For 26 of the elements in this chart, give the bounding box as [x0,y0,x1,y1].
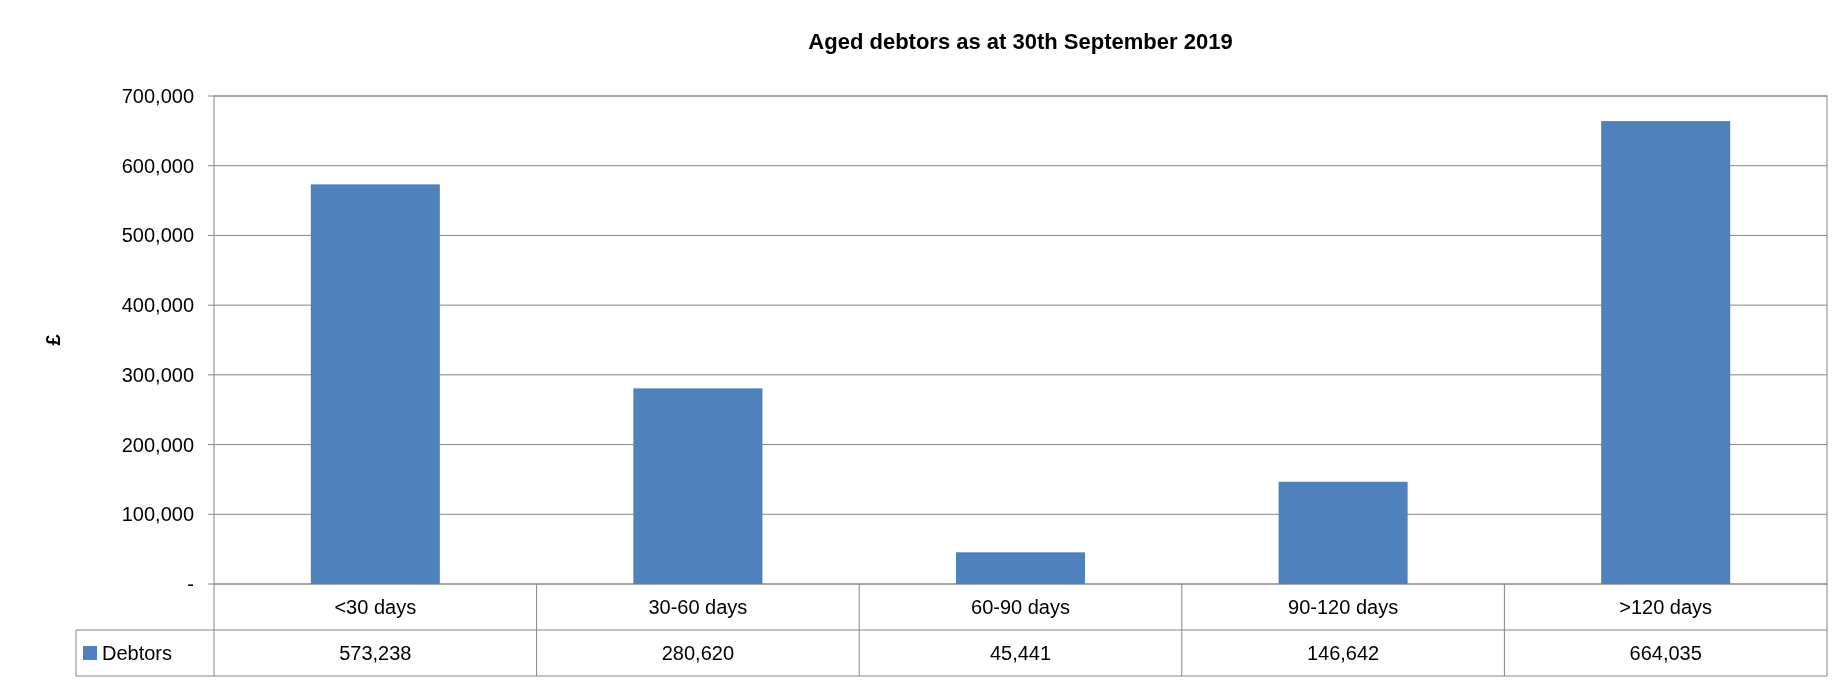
y-tick-label: 100,000 [121,503,194,526]
y-tick-label: 200,000 [121,433,194,456]
bar [1601,121,1731,584]
x-tick-label: >120 days [1619,596,1713,618]
data-label: 280,620 [661,642,735,664]
y-axis-title: £ [42,334,64,346]
data-label: 45,441 [989,642,1052,664]
data-label: 146,642 [1306,642,1380,664]
y-tick-label: 700,000 [121,85,194,107]
x-tick-label: 60-90 days [971,596,1070,618]
x-tick-label: 90-120 days [1288,596,1399,618]
y-tick-label: - [187,573,194,595]
y-tick-label: 500,000 [121,224,194,247]
legend-label: Debtors [102,642,173,664]
x-tick-label: <30 days [334,596,417,618]
bar [955,552,1086,584]
data-label: 573,238 [339,642,412,664]
bar [1278,481,1408,584]
x-tick-label: 30-60 days [648,596,748,618]
bar [310,184,440,584]
y-tick-label: 300,000 [121,363,194,386]
y-tick-label: 400,000 [121,294,194,317]
bar [633,388,763,584]
chart-title: Aged debtors as at 30th September 2019 [808,29,1233,54]
data-label: 664,035 [1629,642,1702,664]
y-tick-label: 600,000 [121,154,194,177]
